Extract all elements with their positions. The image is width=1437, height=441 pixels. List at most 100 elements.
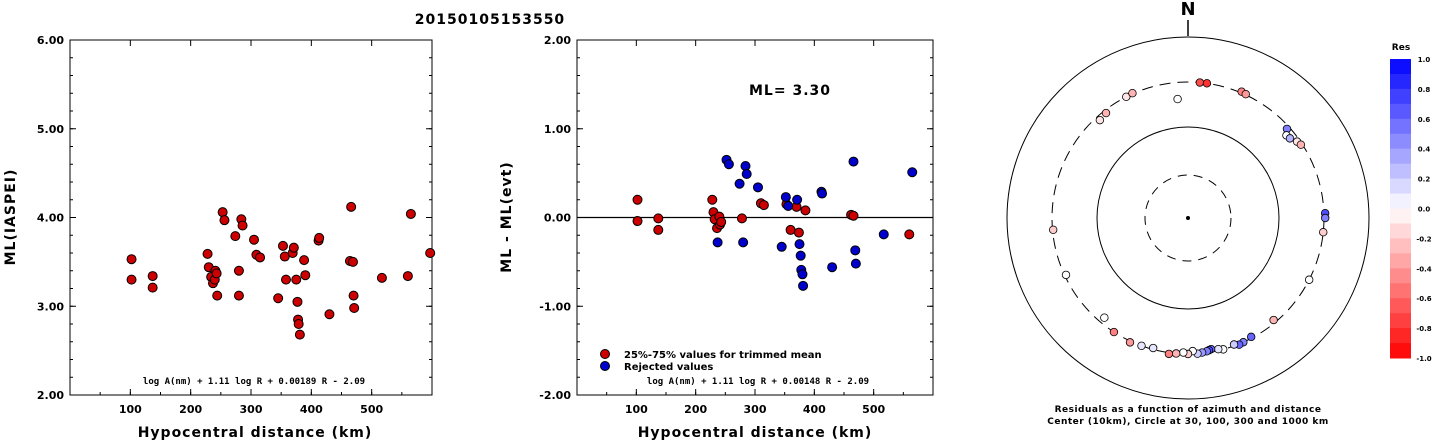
station-point [1319, 228, 1328, 237]
circle-1000km [1006, 36, 1370, 400]
station-point [1061, 270, 1071, 280]
data-points [126, 201, 436, 340]
data-point [405, 208, 416, 219]
station-point [1173, 94, 1182, 104]
data-point [376, 272, 387, 283]
data-point [288, 242, 299, 253]
station-point [1122, 92, 1131, 102]
data-point [233, 265, 244, 276]
accepted-point [736, 213, 747, 224]
data-point [349, 303, 360, 314]
colorbar-tick-label: 0.0 [1418, 206, 1431, 214]
station-point [1285, 134, 1295, 143]
x-tick-label: 400 [300, 403, 323, 416]
accepted-point [848, 210, 859, 221]
y-axis-label: ML - ML(evt) [499, 161, 515, 272]
circle-100km [1096, 126, 1280, 310]
station-point [1229, 340, 1239, 349]
colorbar-tick-label: -0.4 [1416, 265, 1431, 273]
data-point [212, 290, 223, 301]
legend-marker-rejected [600, 361, 610, 371]
rejected-point [907, 167, 918, 178]
colorbar-cells [1390, 59, 1411, 359]
x-tick-label: 400 [803, 403, 826, 416]
data-point [314, 232, 325, 243]
y-tick-label: 2.00 [544, 34, 571, 47]
colorbar: Res 1.0 0.8 0.6 0.4 0.2 0.0 -0.2 -0.4 -0.6 -0.8 -1… [1390, 43, 1432, 363]
axis-ticks: 100 200 300 400 500 -2.00 -1.00 0.00 1.00 2.00 [539, 34, 933, 416]
colorbar-tick-label: 0.8 [1418, 86, 1431, 94]
colorbar-tick-label: -0.6 [1416, 295, 1431, 303]
data-point [202, 248, 213, 259]
data-point [217, 207, 228, 218]
station-point [1148, 343, 1158, 353]
x-tick-label: 500 [360, 403, 383, 416]
formula-label: log A(nm) + 1.11 log R + 0.00189 R - 2.0… [143, 377, 365, 387]
x-tick-label: 500 [862, 403, 885, 416]
station-point [1049, 225, 1058, 234]
station-point [1137, 341, 1146, 350]
colorbar-cell [1390, 193, 1411, 209]
accepted-point [716, 216, 727, 227]
data-point [294, 329, 305, 340]
station-point [1164, 349, 1174, 359]
x-tick-label: 100 [119, 403, 142, 416]
rejected-point [780, 192, 791, 203]
x-tick-label: 200 [179, 403, 202, 416]
colorbar-tick-label: 0.2 [1418, 176, 1431, 184]
data-point [273, 293, 284, 304]
data-point [324, 309, 335, 320]
colorbar-tick-label: -1.0 [1416, 355, 1431, 363]
colorbar-cell [1390, 208, 1411, 224]
rejected-point [734, 178, 745, 189]
y-tick-label: 3.00 [37, 300, 64, 313]
colorbar-cell [1390, 163, 1411, 180]
accepted-point [632, 194, 643, 205]
x-axis-label: Hypocentral distance (km) [638, 425, 873, 441]
data-point [147, 282, 158, 293]
colorbar-ticks: 1.0 0.8 0.6 0.4 0.2 0.0 -0.2 -0.4 -0.6 -0.8 -1.0 [1416, 56, 1431, 363]
panel-polar-residuals: N Residuals as a function of azimuth and… [1006, 0, 1370, 427]
data-point [277, 240, 288, 251]
rejected-point [797, 269, 808, 280]
data-point [147, 271, 158, 282]
y-tick-label: 5.00 [37, 123, 64, 136]
rejected-point [798, 280, 809, 291]
accepted-point [785, 224, 796, 235]
colorbar-cell [1390, 133, 1411, 150]
rejected-point [776, 241, 787, 252]
station-point [1241, 89, 1250, 99]
caption-line-1: Residuals as a function of azimuth and d… [1055, 405, 1322, 415]
colorbar-cell [1390, 283, 1411, 299]
accepted-point [800, 205, 811, 216]
colorbar-cell [1390, 88, 1411, 105]
colorbar-cell [1390, 253, 1411, 269]
data-points [632, 154, 918, 291]
x-tick-label: 300 [744, 403, 767, 416]
data-point [126, 254, 137, 265]
caption-line-2: Center (10km), Circle at 30, 100, 300 an… [1047, 417, 1329, 427]
rejected-point [817, 188, 828, 199]
ml-annotation: ML= 3.30 [749, 83, 831, 99]
colorbar-cell [1390, 148, 1411, 165]
data-point [347, 256, 358, 267]
colorbar-tick-label: 0.6 [1418, 116, 1431, 124]
y-tick-label: -2.00 [539, 389, 571, 402]
station-point [1109, 327, 1119, 337]
north-label: N [1180, 0, 1195, 20]
station-point [1321, 213, 1330, 223]
y-tick-label: 1.00 [544, 123, 571, 136]
station-point [1304, 275, 1314, 284]
data-point [292, 296, 303, 307]
y-axis-label: ML(IASPEI) [3, 169, 19, 266]
rejected-point [741, 169, 752, 180]
x-axis-label: Hypocentral distance (km) [138, 425, 373, 441]
data-point [291, 274, 302, 285]
accepted-point [904, 229, 915, 240]
y-tick-label: 2.00 [37, 389, 64, 402]
formula-label: log A(nm) + 1.11 log R + 0.00148 R - 2.0… [647, 377, 869, 387]
data-point [293, 319, 304, 329]
colorbar-cell [1390, 313, 1411, 329]
colorbar-cell [1390, 178, 1411, 195]
data-point [249, 234, 260, 245]
